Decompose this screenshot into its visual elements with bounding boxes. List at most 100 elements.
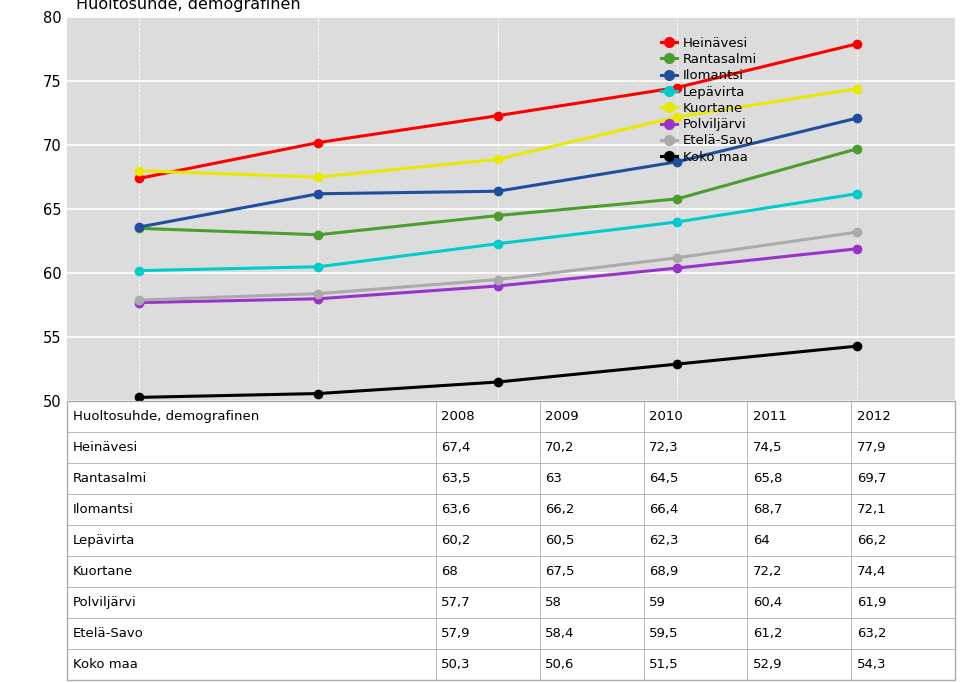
Text: 54,3: 54,3	[856, 658, 886, 671]
Text: 50,3: 50,3	[441, 658, 470, 671]
Bar	[643, 401, 748, 432]
Text: 66,4: 66,4	[649, 503, 678, 516]
Bar	[540, 432, 643, 463]
Bar	[540, 525, 643, 556]
Bar	[67, 587, 436, 617]
Bar	[852, 617, 955, 649]
Bar	[748, 525, 852, 556]
Bar	[852, 556, 955, 587]
Text: Kuortane: Kuortane	[73, 565, 132, 578]
Text: 2012: 2012	[856, 410, 891, 423]
Bar	[852, 432, 955, 463]
Text: 77,9: 77,9	[856, 441, 886, 454]
Bar	[643, 587, 748, 617]
Text: 66,2: 66,2	[545, 503, 574, 516]
Text: 57,7: 57,7	[441, 596, 470, 609]
Text: 60,2: 60,2	[441, 534, 470, 547]
Bar	[852, 401, 955, 432]
Bar	[852, 494, 955, 525]
Bar	[643, 617, 748, 649]
Bar	[436, 494, 540, 525]
Bar	[436, 649, 540, 680]
Text: 50,6: 50,6	[545, 658, 574, 671]
Bar	[643, 494, 748, 525]
Bar	[748, 432, 852, 463]
Bar	[748, 556, 852, 587]
Bar	[643, 432, 748, 463]
Bar	[436, 525, 540, 556]
Text: Koko maa: Koko maa	[73, 658, 137, 671]
Bar	[436, 587, 540, 617]
Text: 57,9: 57,9	[441, 627, 470, 640]
Text: 68,9: 68,9	[649, 565, 678, 578]
Text: 72,1: 72,1	[856, 503, 886, 516]
Bar	[436, 617, 540, 649]
Bar	[748, 649, 852, 680]
Bar	[67, 432, 436, 463]
Bar	[643, 649, 748, 680]
Text: 63,5: 63,5	[441, 472, 470, 485]
Text: Lepävirta: Lepävirta	[73, 534, 135, 547]
Text: 67,5: 67,5	[545, 565, 574, 578]
Bar	[540, 401, 643, 432]
Text: 2010: 2010	[649, 410, 683, 423]
Bar	[67, 556, 436, 587]
Text: 69,7: 69,7	[856, 472, 886, 485]
Text: 74,4: 74,4	[856, 565, 886, 578]
Text: Huoltosuhde, demografinen: Huoltosuhde, demografinen	[76, 0, 300, 12]
Bar	[436, 432, 540, 463]
Text: 64: 64	[753, 534, 770, 547]
Bar	[436, 556, 540, 587]
Bar	[540, 587, 643, 617]
Text: 67,4: 67,4	[441, 441, 470, 454]
Text: 58: 58	[545, 596, 562, 609]
Bar	[748, 494, 852, 525]
Bar	[67, 401, 436, 432]
Text: 72,3: 72,3	[649, 441, 679, 454]
Bar	[643, 556, 748, 587]
Bar	[748, 587, 852, 617]
Text: 60,5: 60,5	[545, 534, 574, 547]
Text: 62,3: 62,3	[649, 534, 679, 547]
Text: 63,2: 63,2	[856, 627, 886, 640]
Text: 59,5: 59,5	[649, 627, 679, 640]
Bar	[67, 525, 436, 556]
Bar	[852, 587, 955, 617]
Bar	[540, 556, 643, 587]
Bar	[643, 463, 748, 494]
Text: 52,9: 52,9	[753, 658, 782, 671]
Text: 58,4: 58,4	[545, 627, 574, 640]
Bar	[67, 617, 436, 649]
Text: Etelä-Savo: Etelä-Savo	[73, 627, 143, 640]
Bar	[852, 525, 955, 556]
Bar	[540, 649, 643, 680]
Text: Polviljärvi: Polviljärvi	[73, 596, 136, 609]
Bar	[67, 649, 436, 680]
Text: 61,2: 61,2	[753, 627, 782, 640]
Text: 70,2: 70,2	[545, 441, 574, 454]
Bar	[67, 494, 436, 525]
Bar	[643, 525, 748, 556]
Text: 2008: 2008	[441, 410, 474, 423]
Bar	[748, 401, 852, 432]
Bar	[748, 617, 852, 649]
Bar	[436, 463, 540, 494]
Text: 2009: 2009	[545, 410, 579, 423]
Bar	[67, 463, 436, 494]
Text: 61,9: 61,9	[856, 596, 886, 609]
Bar	[540, 617, 643, 649]
Text: Huoltosuhde, demografinen: Huoltosuhde, demografinen	[73, 410, 259, 423]
Bar	[540, 494, 643, 525]
Text: 65,8: 65,8	[753, 472, 782, 485]
Text: 60,4: 60,4	[753, 596, 782, 609]
Text: 63,6: 63,6	[441, 503, 470, 516]
Text: 74,5: 74,5	[753, 441, 782, 454]
Text: 72,2: 72,2	[753, 565, 782, 578]
Legend: Heinävesi, Rantasalmi, Ilomantsi, Lepävirta, Kuortane, Polviljärvi, Etelä-Savo, : Heinävesi, Rantasalmi, Ilomantsi, Lepävi…	[656, 31, 762, 169]
Bar	[748, 463, 852, 494]
Bar	[540, 463, 643, 494]
Text: 63: 63	[545, 472, 562, 485]
Text: 2011: 2011	[753, 410, 786, 423]
Text: 64,5: 64,5	[649, 472, 678, 485]
Text: Heinävesi: Heinävesi	[73, 441, 138, 454]
